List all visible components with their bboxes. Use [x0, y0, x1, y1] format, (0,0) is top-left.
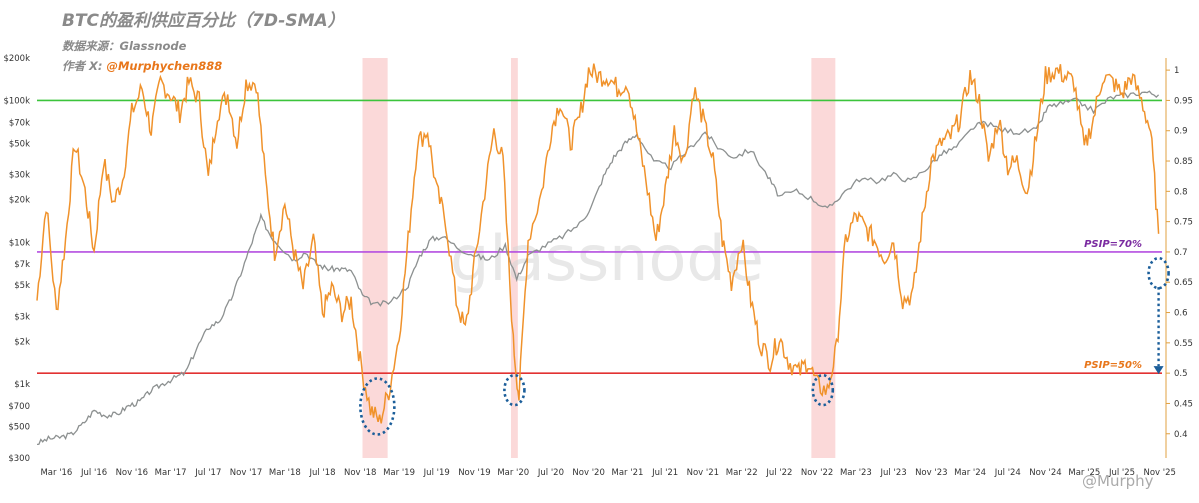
y-left-tick-label: $3k	[14, 312, 30, 322]
y-right-tick-label: 0.75	[1174, 218, 1193, 228]
x-tick-label: Jul '20	[537, 468, 564, 478]
corner-watermark: @Murphy	[1082, 472, 1154, 490]
x-tick-label: Jul '18	[308, 468, 335, 478]
y-left-tick-label: $20k	[9, 196, 30, 206]
x-tick-label: Mar '18	[269, 468, 301, 478]
author-handle: @Murphychen888	[106, 59, 222, 73]
y-right-tick-label: 0.7	[1174, 248, 1188, 258]
x-tick-label: Mar '16	[40, 468, 72, 478]
y-left-tick-label: $10k	[9, 238, 30, 248]
chart-title: BTC的盈利供应百分比（7D-SMA）	[62, 11, 345, 31]
x-tick-label: Mar '17	[155, 468, 187, 478]
x-tick-label: Jul '23	[880, 468, 907, 478]
dotted-circle-annotation	[503, 373, 526, 407]
y-left-tick-label: $30k	[9, 171, 30, 181]
x-tick-label: Jul '25	[1108, 468, 1135, 478]
y-right-tick-label: 1	[1174, 66, 1179, 76]
x-tick-label: Jul '21	[651, 468, 678, 478]
watermark-text: glassnode	[450, 222, 764, 295]
highlight-band	[811, 58, 836, 458]
y-right-tick-label: 0.9	[1174, 127, 1188, 137]
y-left-tick-label: $100k	[3, 97, 30, 107]
dotted-circle-annotation	[811, 373, 835, 407]
y-right-tick-label: 0.95	[1174, 96, 1193, 106]
author-label: 作者 X: @Murphychen888	[62, 59, 222, 73]
y-left-tick-label: $500	[8, 423, 30, 433]
y-left-tick-label: $300	[8, 454, 30, 464]
x-tick-label: Mar '19	[383, 468, 415, 478]
y-left-tick-label: $2k	[14, 337, 30, 347]
y-left-tick-label: $1k	[14, 380, 30, 390]
x-tick-label: Jul '22	[765, 468, 792, 478]
x-tick-label: Jul '24	[994, 468, 1021, 478]
y-right-tick-label: 0.45	[1174, 399, 1193, 409]
x-tick-label: Jul '19	[423, 468, 450, 478]
x-tick-label: Nov '19	[458, 468, 490, 478]
highlight-band	[362, 58, 388, 458]
y-left-tick-label: $200k	[3, 54, 30, 64]
x-tick-label: Nov '22	[801, 468, 833, 478]
x-tick-label: Nov '17	[230, 468, 262, 478]
highlight-band	[510, 58, 518, 458]
x-tick-label: Mar '21	[612, 468, 644, 478]
reference-label: PSIP=50%	[1084, 360, 1142, 371]
y-right-tick-label: 0.4	[1174, 430, 1188, 440]
y-right-tick-label: 0.85	[1174, 157, 1193, 167]
x-tick-label: Nov '18	[344, 468, 376, 478]
psip-line	[36, 63, 1160, 424]
x-tick-label: Nov '24	[1029, 468, 1061, 478]
x-tick-label: Nov '21	[687, 468, 719, 478]
dotted-circle-annotation	[1147, 256, 1170, 290]
x-tick-label: Nov '25	[1143, 468, 1175, 478]
y-left-tick-label: $70k	[9, 119, 30, 129]
x-tick-label: Mar '23	[840, 468, 872, 478]
y-right-tick-label: 0.65	[1174, 278, 1193, 288]
x-tick-label: Mar '20	[497, 468, 529, 478]
y-right-tick-label: 0.55	[1174, 339, 1193, 349]
y-right-tick-label: 0.6	[1174, 309, 1188, 319]
x-tick-label: Nov '20	[572, 468, 604, 478]
x-tick-label: Mar '24	[954, 468, 986, 478]
y-left-tick-label: $50k	[9, 139, 30, 149]
y-right-tick-label: 0.8	[1174, 187, 1188, 197]
dotted-circle-annotation	[359, 377, 396, 436]
y-left-tick-label: $700	[8, 402, 30, 412]
y-right-tick-label: 0.5	[1174, 369, 1188, 379]
reference-label: PSIP=70%	[1084, 239, 1142, 250]
y-left-tick-label: $5k	[14, 281, 30, 291]
x-tick-label: Jul '17	[194, 468, 221, 478]
x-tick-label: Mar '22	[726, 468, 758, 478]
x-tick-label: Mar '25	[1068, 468, 1100, 478]
x-tick-label: Jul '16	[80, 468, 107, 478]
y-left-tick-label: $7k	[14, 260, 30, 270]
data-source: 数据来源：Glassnode	[62, 39, 187, 53]
x-tick-label: Nov '23	[915, 468, 947, 478]
arrow-head	[1153, 366, 1164, 375]
x-tick-label: Nov '16	[116, 468, 148, 478]
